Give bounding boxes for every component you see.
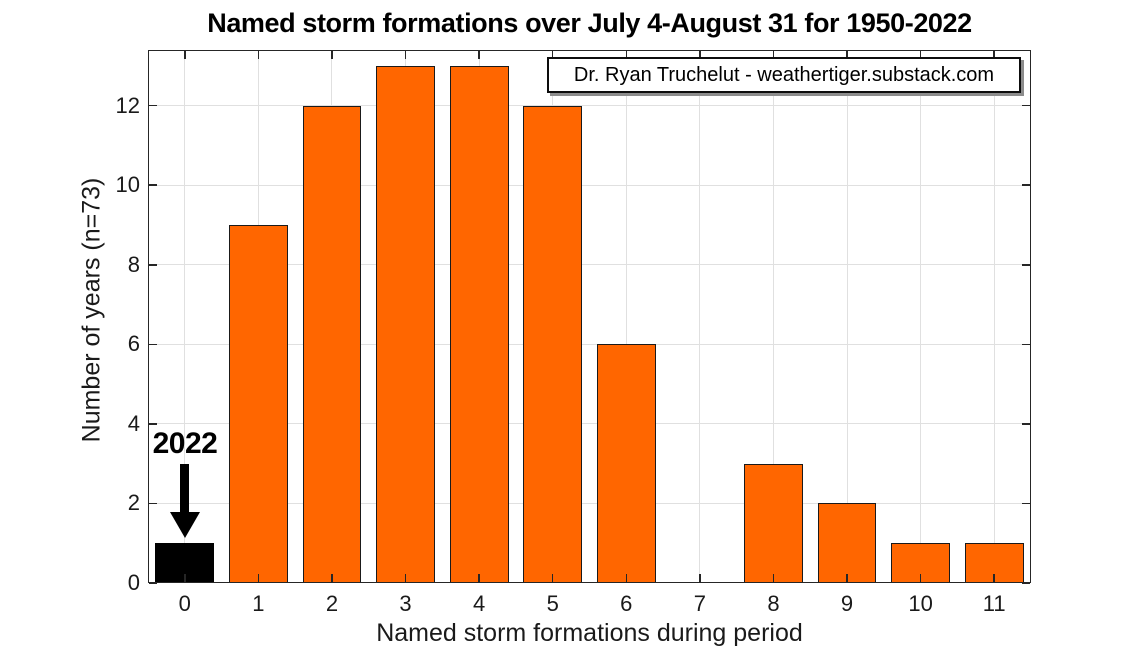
gridline-vertical [184,50,186,583]
y-tick-label: 2 [127,490,140,516]
x-tick-bottom [331,574,333,582]
y-tick-left [149,264,157,266]
bar [744,463,803,583]
x-tick-bottom [257,574,260,582]
bar [817,503,877,583]
bar [449,65,509,583]
y-tick-right [1022,423,1030,425]
x-tick-label: 8 [767,591,780,616]
x-tick-label: 9 [840,591,854,616]
y-tick-left [149,343,157,346]
x-tick-top [184,51,186,59]
y-tick-right [1022,582,1030,584]
bar [523,105,583,583]
y-tick-label: 12 [115,92,140,118]
x-tick-label: 4 [473,591,486,616]
x-tick-bottom [919,574,922,582]
y-axis-label: Number of years (n=73) [77,177,106,443]
x-tick-top [846,51,848,59]
x-tick-label: 10 [908,591,933,616]
x-tick-label: 3 [399,591,412,616]
x-tick-top [404,51,407,59]
y-tick-right [1022,343,1030,346]
x-tick-label: 5 [546,591,559,616]
x-tick-top [331,51,333,59]
x-tick-top [772,51,775,59]
y-tick-right [1022,264,1030,266]
x-tick-bottom [772,574,775,582]
x-tick-bottom [625,574,628,582]
gridline-horizontal [148,184,1031,186]
x-tick-top [625,51,628,59]
gridline-vertical [699,50,701,583]
bar [302,105,362,583]
bar [376,65,435,583]
gridline-vertical [993,50,995,583]
x-tick-label: 11 [982,591,1006,616]
gridline-vertical [772,50,774,583]
x-tick-label: 0 [178,591,191,616]
x-axis-label: Named storm formations during period [376,619,803,647]
x-tick-bottom [993,574,995,582]
x-tick-top [699,51,701,59]
credit-box: Dr. Ryan Truchelut - weathertiger.substa… [547,57,1021,93]
x-tick-bottom [699,574,701,582]
x-tick-bottom [478,574,480,582]
y-tick-label: 10 [115,172,140,198]
y-tick-label: 6 [127,331,140,357]
x-tick-top [257,51,260,59]
y-tick-left [149,502,157,505]
gridline-vertical [625,50,627,583]
y-tick-right [1022,104,1030,107]
x-tick-label: 1 [252,591,265,616]
bar [228,225,288,583]
x-tick-bottom [404,574,407,582]
y-tick-left [149,184,157,186]
y-tick-left [149,582,157,584]
x-tick-bottom [184,574,186,582]
x-tick-label: 2 [325,591,339,616]
annotation-2022-label: 2022 [152,427,218,460]
bar [596,344,656,583]
y-tick-right [1022,502,1030,505]
y-tick-left [149,104,157,107]
x-tick-top [993,51,995,59]
y-tick-right [1022,184,1030,186]
gridline-vertical [846,50,848,583]
x-tick-top [551,51,554,59]
gridline-horizontal [148,502,1031,504]
gridline-horizontal [148,423,1031,425]
x-tick-label: 6 [620,591,633,616]
gridline-horizontal [148,343,1031,345]
x-tick-bottom [846,574,848,582]
y-tick-label: 0 [127,570,140,595]
x-tick-bottom [551,574,554,582]
gridline-horizontal [148,264,1031,266]
x-tick-label: 7 [693,591,706,616]
y-tick-label: 4 [127,410,140,436]
down-arrow-icon [180,464,189,513]
credit-text: Dr. Ryan Truchelut - weathertiger.substa… [573,63,995,86]
chart-title: Named storm formations over July 4-Augus… [207,8,972,38]
y-tick-left [149,423,157,425]
x-tick-top [478,51,480,59]
gridline-horizontal [148,105,1031,107]
down-arrow-head-icon [170,512,200,538]
gridline-vertical [920,50,922,583]
x-tick-top [919,51,922,59]
y-tick-label: 8 [127,251,140,277]
